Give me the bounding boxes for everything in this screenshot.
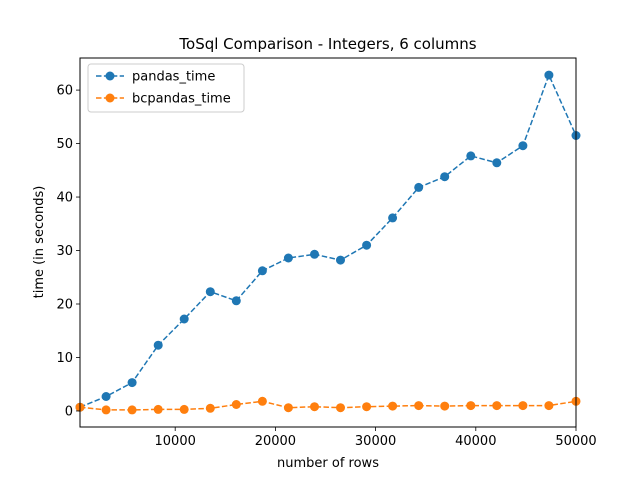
data-point-pandas_time-7 <box>257 266 267 276</box>
data-point-bcpandas_time-8 <box>283 403 293 413</box>
data-point-bcpandas_time-18 <box>544 401 554 411</box>
data-point-bcpandas_time-10 <box>336 403 345 413</box>
y-tick-label: 40 <box>56 191 73 206</box>
series-layer <box>75 70 581 415</box>
chart-title: ToSql Comparison - Integers, 6 columns <box>178 35 476 53</box>
legend-label-pandas_time: pandas_time <box>132 70 215 85</box>
x-tick-label: 30000 <box>355 434 396 449</box>
data-point-bcpandas_time-9 <box>310 402 319 412</box>
data-point-bcpandas_time-6 <box>231 400 241 409</box>
y-tick-label: 0 <box>65 404 73 419</box>
data-point-pandas_time-15 <box>466 151 476 161</box>
data-point-bcpandas_time-11 <box>362 402 372 412</box>
legend-marker-bcpandas_time <box>105 93 115 103</box>
x-tick-label: 20000 <box>255 434 296 449</box>
data-point-bcpandas_time-15 <box>466 401 476 411</box>
legend-box <box>87 63 245 113</box>
legend: pandas_time bcpandas_time <box>87 63 245 113</box>
y-axis-label: time (in seconds) <box>32 186 47 299</box>
data-point-pandas_time-1 <box>101 392 111 401</box>
data-point-bcpandas_time-1 <box>101 405 111 415</box>
x-axis-ticks: 10000 20000 30000 40000 50000 <box>155 427 597 449</box>
data-point-pandas_time-9 <box>310 249 319 259</box>
data-point-pandas_time-3 <box>153 340 163 350</box>
data-point-bcpandas_time-2 <box>127 405 137 415</box>
data-point-pandas_time-12 <box>388 213 398 223</box>
y-axis-ticks: 0 10 20 30 40 50 60 <box>56 84 80 419</box>
data-point-bcpandas_time-17 <box>518 401 528 411</box>
series-line-pandas_time <box>79 73 577 408</box>
data-point-pandas_time-10 <box>336 255 345 265</box>
data-point-bcpandas_time-12 <box>388 401 398 411</box>
data-point-pandas_time-18 <box>544 70 554 80</box>
y-tick-label: 60 <box>56 84 73 99</box>
data-point-pandas_time-6 <box>231 296 241 306</box>
data-point-pandas_time-5 <box>205 287 215 297</box>
y-tick-label: 30 <box>56 244 73 259</box>
plot-frame <box>79 57 577 428</box>
x-tick-label: 50000 <box>555 434 596 449</box>
data-point-bcpandas_time-3 <box>153 404 163 414</box>
data-point-pandas_time-16 <box>492 158 502 168</box>
data-point-pandas_time-11 <box>362 240 372 250</box>
data-point-pandas_time-8 <box>283 253 293 263</box>
data-point-bcpandas_time-13 <box>414 401 424 411</box>
y-tick-label: 10 <box>56 351 73 366</box>
data-point-pandas_time-14 <box>440 172 450 182</box>
data-point-bcpandas_time-5 <box>205 403 215 413</box>
data-point-bcpandas_time-16 <box>492 401 502 411</box>
legend-marker-pandas_time <box>105 71 115 81</box>
x-axis-label: number of rows <box>277 456 379 471</box>
y-tick-label: 20 <box>56 298 73 313</box>
data-point-bcpandas_time-4 <box>179 404 189 414</box>
x-tick-label: 10000 <box>155 434 196 449</box>
data-point-pandas_time-4 <box>179 314 189 324</box>
data-point-pandas_time-17 <box>518 141 528 151</box>
y-tick-label: 50 <box>56 137 73 152</box>
data-point-bcpandas_time-7 <box>257 396 267 406</box>
data-point-bcpandas_time-14 <box>440 401 450 411</box>
data-point-pandas_time-2 <box>127 378 137 388</box>
x-tick-label: 40000 <box>455 434 496 449</box>
data-point-pandas_time-13 <box>414 182 424 192</box>
legend-label-bcpandas_time: bcpandas_time <box>132 92 231 107</box>
